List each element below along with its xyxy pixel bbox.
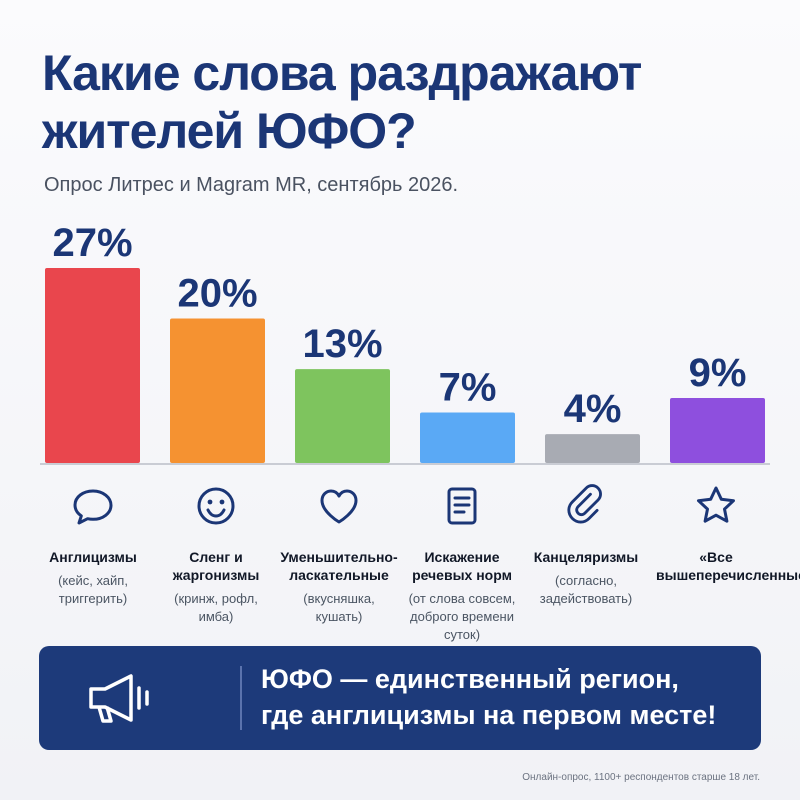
bar-value-label: 27%: [52, 221, 132, 265]
category-name-line: Канцеляризмы: [533, 549, 639, 565]
category-name: Англицизмы: [33, 548, 153, 566]
category-example-line: (кринж, рофл,: [174, 591, 258, 606]
smiley-icon: [197, 487, 235, 525]
category-name-line: ласкательные: [289, 567, 389, 583]
speech-bubble-icon: [73, 489, 113, 525]
category-example-line: имба): [198, 609, 234, 624]
category-name-line: «Все: [699, 549, 733, 565]
category-example-line: (согласно,: [555, 573, 617, 588]
category-name: Искажение речевых норм: [402, 548, 522, 584]
category-example-line: триггерить): [58, 591, 128, 606]
category-example-line: суток): [443, 627, 481, 642]
category-bureaucratese: Канцеляризмы (согласно, задействовать): [526, 482, 646, 608]
conclusion-banner: ЮФО — единственный регион, где англицизм…: [39, 646, 761, 750]
category-speech-norms: Искажение речевых норм (от слова совсем, д…: [402, 482, 522, 644]
bar-4: [420, 412, 515, 463]
title-line-1: Какие слова раздражают: [42, 45, 642, 101]
megaphone-icon: [89, 674, 149, 723]
bar-value-label: 7%: [439, 365, 497, 409]
category-example-line: (вкусняшка,: [303, 591, 375, 606]
bar-6: [670, 398, 765, 463]
banner-line-1: ЮФО — единственный регион,: [261, 664, 679, 694]
banner-text: ЮФО — единственный регион, где англицизм…: [261, 661, 751, 733]
category-example-line: кушать): [315, 609, 363, 624]
bar-value-label: 13%: [302, 322, 382, 366]
category-examples: (кринж, рофл, имба): [156, 590, 276, 626]
category-name: Уменьшительно-ласкательные: [279, 548, 399, 584]
heart-icon: [320, 489, 358, 524]
category-name: «Все вышеперечисленные»: [656, 548, 800, 584]
category-anglicisms: Англицизмы (кейс, хайп, триггерить): [33, 482, 153, 608]
category-name-line: жаргонизмы: [172, 567, 260, 583]
category-example-line: (кейс, хайп,: [58, 573, 128, 588]
bar-value-label: 4%: [564, 387, 622, 431]
paperclip-icon: [567, 484, 602, 524]
category-examples: (от слова совсем, доброго времени суток): [402, 590, 522, 644]
star-icon: [697, 486, 735, 523]
category-name-line: Уменьшительно-: [280, 549, 398, 565]
category-name-line: Искажение: [424, 549, 500, 565]
bar-3: [295, 369, 390, 463]
category-examples: (кейс, хайп, триггерить): [33, 572, 153, 608]
bar-value-label: 20%: [177, 272, 257, 316]
category-name: Канцеляризмы: [526, 548, 646, 566]
category-example-line: доброго времени: [410, 609, 514, 624]
category-example-line: задействовать): [539, 591, 633, 606]
page-title: Какие слова раздражают жителей ЮФО?: [42, 44, 762, 160]
category-name-line: Англицизмы: [49, 549, 137, 565]
category-name: Сленг и жаргонизмы: [156, 548, 276, 584]
bar-value-label: 9%: [689, 351, 747, 395]
title-line-2: жителей ЮФО?: [42, 103, 417, 159]
category-example-line: (от слова совсем,: [408, 591, 516, 606]
bar-2: [170, 318, 265, 463]
banner-divider: [240, 666, 242, 730]
banner-line-2: где англицизмы на первом месте!: [261, 700, 717, 730]
category-name-line: речевых норм: [412, 567, 512, 583]
bar-5: [545, 434, 640, 463]
subtitle: Опрос Литрес и Magram MR, сентябрь 2026.: [44, 174, 459, 196]
document-icon: [447, 487, 477, 525]
category-all-above: «Все вышеперечисленные»: [656, 482, 800, 590]
footnote: Онлайн-опрос, 1100+ респондентов старше …: [522, 772, 760, 783]
category-name-line: вышеперечисленные»: [656, 567, 800, 583]
category-name-line: Сленг и: [189, 549, 243, 565]
category-examples: (согласно, задействовать): [526, 572, 646, 608]
category-diminutives: Уменьшительно-ласкательные (вкусняшка, ку…: [279, 482, 399, 626]
category-slang: Сленг и жаргонизмы (кринж, рофл, имба): [156, 482, 276, 626]
category-examples: (вкусняшка, кушать): [279, 590, 399, 626]
bar-1: [45, 268, 140, 463]
